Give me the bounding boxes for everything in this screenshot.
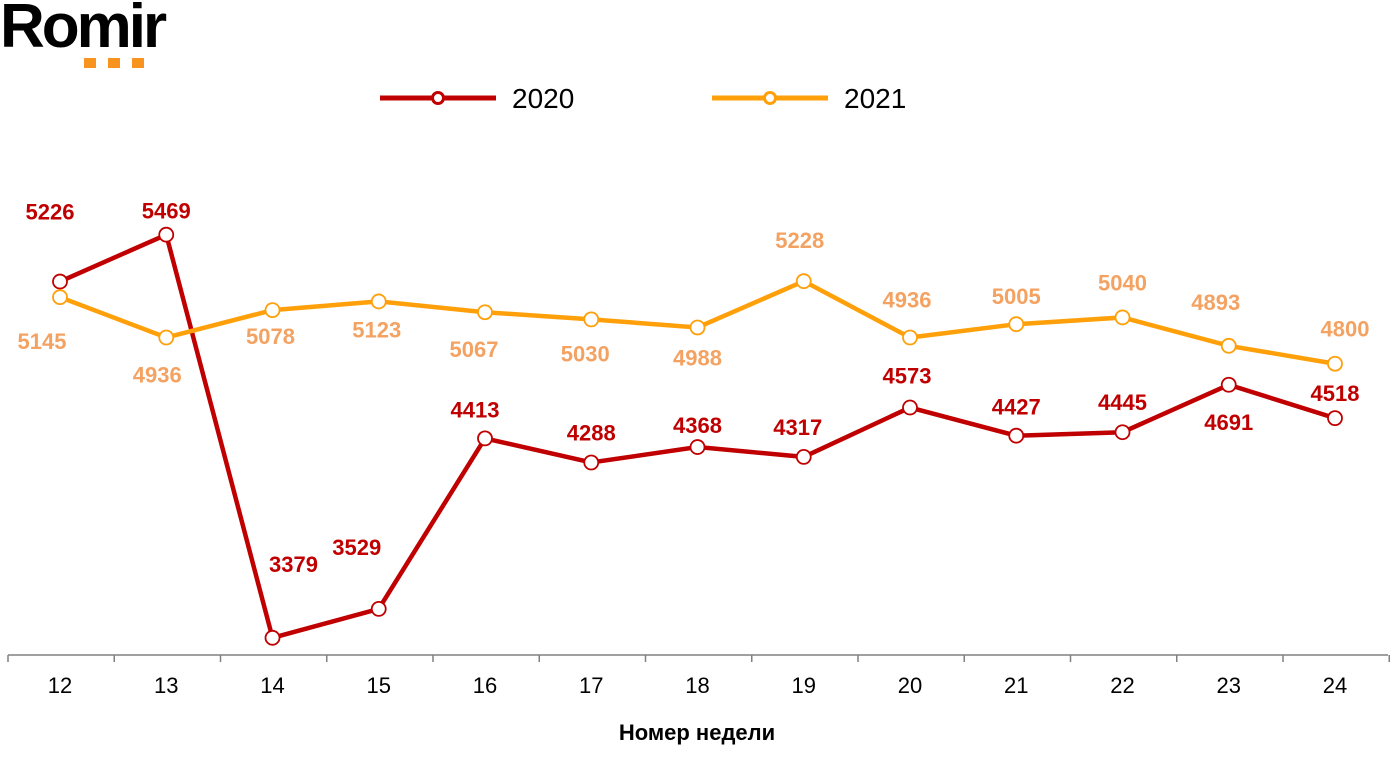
data-label-2020: 4288 [567, 421, 616, 446]
legend-label-2020: 2020 [512, 83, 574, 114]
data-point-2021 [1327, 355, 1343, 372]
data-label-2021: 4988 [673, 345, 722, 370]
data-point-2021 [158, 329, 175, 346]
data-label-2020: 5226 [26, 200, 75, 225]
x-tick-label: 17 [579, 673, 603, 698]
x-tick-label: 12 [48, 673, 72, 698]
data-label-2021: 4936 [883, 288, 932, 313]
data-point-2020 [1220, 376, 1237, 393]
data-label-2021: 5040 [1098, 270, 1147, 295]
data-label-2021: 4800 [1321, 317, 1370, 342]
x-tick-label: 24 [1323, 673, 1347, 698]
data-label-2021: 4936 [133, 363, 182, 388]
data-point-2021 [1008, 316, 1025, 333]
legend-marker-2021 [763, 91, 777, 105]
data-point-2021 [370, 293, 387, 310]
data-label-2020: 4573 [883, 364, 932, 389]
legend-marker-2020 [431, 91, 445, 105]
x-tick-label: 23 [1217, 673, 1241, 698]
data-point-2021 [902, 329, 918, 346]
data-label-2021: 5030 [561, 341, 610, 366]
data-point-2020 [1327, 410, 1343, 427]
x-tick-label: 18 [685, 673, 709, 698]
data-label-2020: 4691 [1204, 410, 1253, 435]
data-label-2021: 5123 [352, 317, 401, 342]
data-point-2021 [264, 302, 281, 319]
data-point-2021 [1114, 309, 1131, 326]
data-point-2020 [264, 629, 281, 646]
x-tick-label: 14 [260, 673, 284, 698]
legend: 2020 2021 [380, 83, 906, 114]
data-label-2021: 5078 [246, 324, 295, 349]
data-point-2021 [689, 319, 706, 336]
x-tick-label: 19 [792, 673, 816, 698]
data-point-2021 [52, 289, 68, 306]
x-tick-label: 13 [154, 673, 178, 698]
data-label-2021: 4893 [1191, 290, 1240, 315]
data-label-2021: 5145 [18, 329, 67, 354]
x-tick-label: 15 [367, 673, 391, 698]
legend-label-2021: 2021 [844, 83, 906, 114]
data-label-2020: 4445 [1098, 390, 1147, 415]
data-point-2021 [583, 311, 600, 328]
data-labels: 5226 5469 3379 3529 4413 4288 4368 4317 4573 4427… [18, 199, 1370, 577]
data-label-2020: 3529 [332, 535, 381, 560]
data-label-2021: 5228 [775, 228, 824, 253]
data-label-2020: 4413 [451, 397, 500, 422]
x-tick-label: 22 [1110, 673, 1134, 698]
data-point-2020 [477, 430, 493, 447]
data-label-2021: 5067 [450, 337, 499, 362]
x-tick-label: 21 [1004, 673, 1028, 698]
x-axis: 12 13 14 15 16 17 18 19 20 21 22 23 24 [7, 654, 1390, 698]
data-point-2020 [902, 399, 918, 416]
data-label-2020: 3379 [269, 552, 318, 577]
data-point-2021 [795, 273, 812, 290]
data-label-2020: 4368 [673, 413, 722, 438]
x-tick-label: 16 [473, 673, 497, 698]
data-point-2021 [477, 304, 493, 321]
data-point-2020 [1008, 427, 1025, 444]
data-point-2020 [1114, 424, 1131, 441]
data-label-2020: 5469 [142, 199, 191, 224]
logo-text: Romir [0, 0, 167, 61]
romir-logo: Romir [0, 0, 167, 68]
x-axis-title: Номер недели [619, 720, 775, 745]
x-tick-label: 20 [898, 673, 922, 698]
data-label-2020: 4518 [1311, 381, 1360, 406]
series-lines [52, 226, 1343, 646]
data-point-2020 [795, 449, 812, 465]
data-point-2020 [370, 601, 387, 617]
data-point-2021 [1220, 337, 1237, 354]
data-label-2020: 4317 [773, 415, 822, 440]
data-point-2020 [52, 273, 68, 290]
data-point-2020 [689, 439, 706, 455]
data-point-2020 [583, 454, 600, 471]
data-point-2020 [158, 226, 175, 243]
data-label-2021: 5005 [992, 284, 1041, 309]
data-label-2020: 4427 [992, 395, 1041, 420]
logo-dots [84, 58, 144, 68]
